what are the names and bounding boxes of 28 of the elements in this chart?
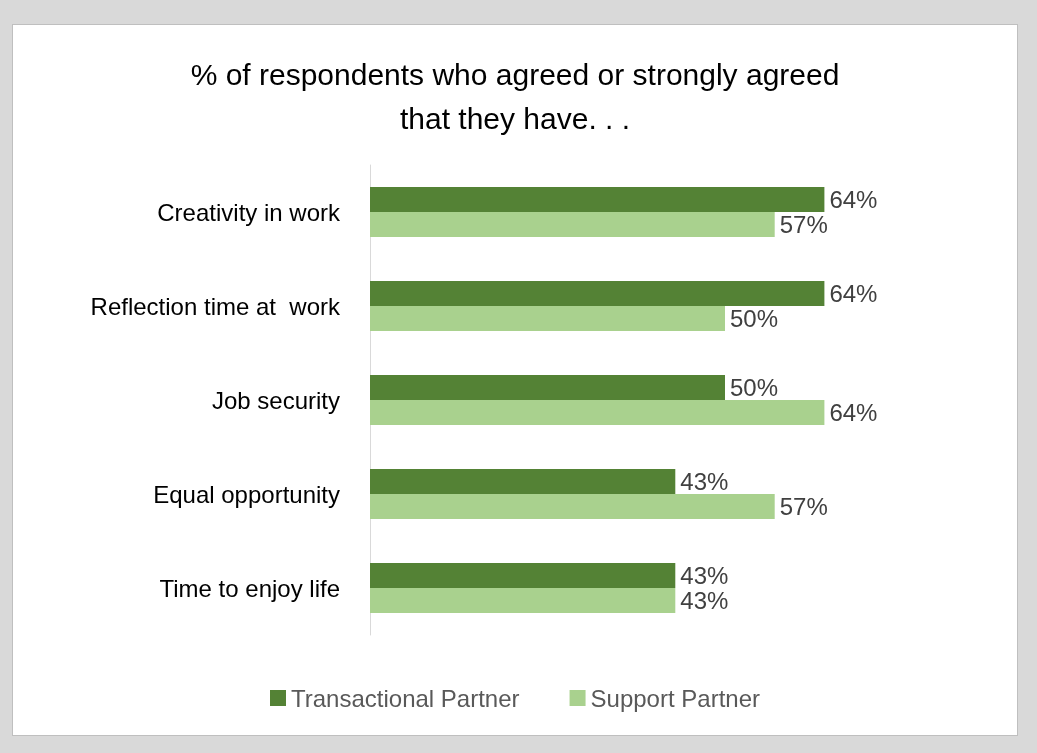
legend-label: Transactional Partner xyxy=(291,684,520,712)
bar xyxy=(370,187,825,212)
data-label: 50% xyxy=(730,374,779,401)
y-tick-label: Time to enjoy life xyxy=(159,574,340,602)
data-label: 64% xyxy=(829,186,878,213)
bar xyxy=(370,375,725,400)
bar xyxy=(370,400,825,425)
bar xyxy=(370,281,825,306)
bar xyxy=(370,469,676,494)
data-label: 43% xyxy=(680,468,729,495)
y-tick-label: Reflection time at work xyxy=(90,292,341,320)
data-label: 50% xyxy=(730,305,779,332)
bar xyxy=(370,563,676,588)
bar xyxy=(370,212,775,237)
y-tick-label: Job security xyxy=(211,386,340,414)
bar xyxy=(370,306,725,331)
y-tick-label: Equal opportunity xyxy=(153,480,340,508)
data-label: 43% xyxy=(680,587,729,614)
data-label: 64% xyxy=(829,280,878,307)
legend-label: Support Partner xyxy=(590,684,760,712)
data-label: 57% xyxy=(779,211,828,238)
y-tick-label: Creativity in work xyxy=(157,198,341,226)
data-label: 64% xyxy=(829,399,878,426)
data-label: 57% xyxy=(779,493,828,520)
bar xyxy=(370,588,676,613)
data-label: 43% xyxy=(680,562,729,589)
chart-title: % of respondents who agreed or strongly agreed that they have. . . xyxy=(190,57,840,135)
bar xyxy=(370,494,775,519)
